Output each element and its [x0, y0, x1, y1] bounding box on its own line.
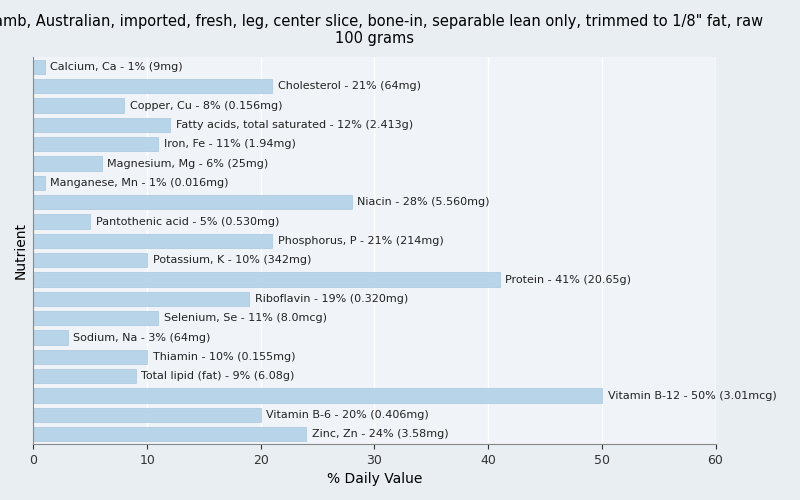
Bar — [34, 195, 352, 210]
Text: Sodium, Na - 3% (64mg): Sodium, Na - 3% (64mg) — [74, 332, 210, 342]
Text: Potassium, K - 10% (342mg): Potassium, K - 10% (342mg) — [153, 255, 311, 265]
Bar — [34, 311, 158, 326]
Text: Fatty acids, total saturated - 12% (2.413g): Fatty acids, total saturated - 12% (2.41… — [175, 120, 413, 130]
Bar — [34, 156, 102, 171]
X-axis label: % Daily Value: % Daily Value — [326, 472, 422, 486]
Bar — [34, 176, 45, 190]
Bar — [34, 272, 499, 287]
Text: Iron, Fe - 11% (1.94mg): Iron, Fe - 11% (1.94mg) — [164, 139, 296, 149]
Text: Phosphorus, P - 21% (214mg): Phosphorus, P - 21% (214mg) — [278, 236, 444, 246]
Bar — [34, 369, 136, 384]
Bar — [34, 137, 158, 152]
Bar — [34, 214, 90, 229]
Bar — [34, 388, 602, 403]
Text: Manganese, Mn - 1% (0.016mg): Manganese, Mn - 1% (0.016mg) — [50, 178, 229, 188]
Bar — [34, 79, 272, 94]
Bar — [34, 408, 261, 422]
Text: Thiamin - 10% (0.155mg): Thiamin - 10% (0.155mg) — [153, 352, 295, 362]
Text: Protein - 41% (20.65g): Protein - 41% (20.65g) — [506, 274, 631, 284]
Bar — [34, 98, 124, 113]
Text: Zinc, Zn - 24% (3.58mg): Zinc, Zn - 24% (3.58mg) — [312, 429, 449, 439]
Bar — [34, 234, 272, 248]
Bar — [34, 427, 306, 442]
Text: Copper, Cu - 8% (0.156mg): Copper, Cu - 8% (0.156mg) — [130, 100, 282, 110]
Text: Niacin - 28% (5.560mg): Niacin - 28% (5.560mg) — [358, 197, 490, 207]
Text: Total lipid (fat) - 9% (6.08g): Total lipid (fat) - 9% (6.08g) — [142, 371, 295, 381]
Text: Selenium, Se - 11% (8.0mcg): Selenium, Se - 11% (8.0mcg) — [164, 313, 327, 323]
Text: Cholesterol - 21% (64mg): Cholesterol - 21% (64mg) — [278, 81, 421, 91]
Title: Lamb, Australian, imported, fresh, leg, center slice, bone-in, separable lean on: Lamb, Australian, imported, fresh, leg, … — [0, 14, 763, 46]
Bar — [34, 60, 45, 74]
Y-axis label: Nutrient: Nutrient — [14, 222, 28, 279]
Text: Riboflavin - 19% (0.320mg): Riboflavin - 19% (0.320mg) — [255, 294, 408, 304]
Bar — [34, 350, 147, 364]
Text: Vitamin B-6 - 20% (0.406mg): Vitamin B-6 - 20% (0.406mg) — [266, 410, 430, 420]
Text: Pantothenic acid - 5% (0.530mg): Pantothenic acid - 5% (0.530mg) — [96, 216, 279, 226]
Text: Calcium, Ca - 1% (9mg): Calcium, Ca - 1% (9mg) — [50, 62, 183, 72]
Text: Magnesium, Mg - 6% (25mg): Magnesium, Mg - 6% (25mg) — [107, 158, 269, 168]
Bar — [34, 118, 170, 132]
Bar — [34, 292, 250, 306]
Bar — [34, 330, 67, 345]
Text: Vitamin B-12 - 50% (3.01mcg): Vitamin B-12 - 50% (3.01mcg) — [607, 390, 776, 400]
Bar — [34, 253, 147, 268]
